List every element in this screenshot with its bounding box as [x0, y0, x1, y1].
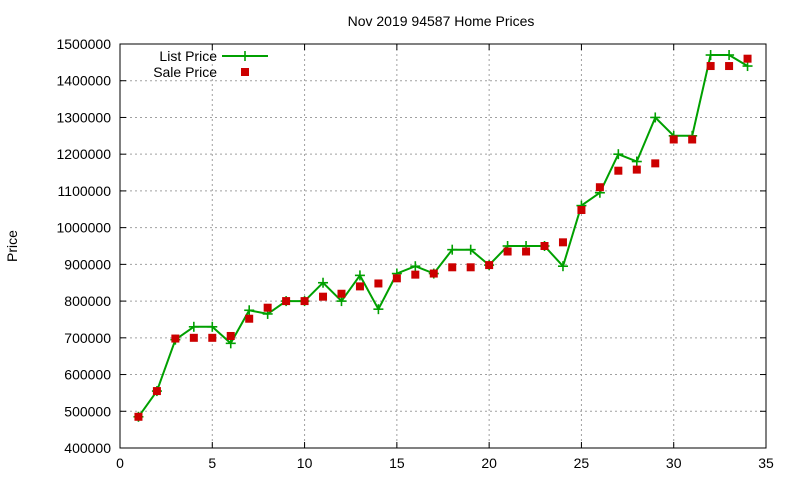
- sale-price-point: [355, 282, 364, 291]
- sale-price-point: [706, 62, 715, 71]
- sale-price-point: [522, 247, 531, 256]
- sale-price-point: [392, 274, 401, 283]
- list-price-point: [207, 321, 218, 332]
- sale-price-point: [669, 135, 678, 144]
- sale-price-point: [614, 166, 623, 175]
- legend-label: List Price: [159, 48, 217, 64]
- list-price-point: [318, 277, 329, 288]
- sale-price-point: [134, 412, 143, 421]
- list-price-point: [354, 270, 365, 281]
- series-marks: [133, 50, 753, 422]
- y-tick-label: 600000: [64, 367, 111, 383]
- sale-price-point: [540, 242, 549, 250]
- list-price-point: [225, 338, 236, 349]
- list-price-point: [631, 156, 642, 167]
- sale-price-point: [226, 331, 235, 340]
- sale-price-point: [282, 297, 291, 306]
- sale-price-series: [134, 54, 752, 421]
- sale-price-point: [319, 292, 328, 301]
- list-price-line: [137, 54, 749, 418]
- chart-title: Nov 2019 94587 Home Prices: [348, 13, 535, 29]
- list-price-point: [650, 112, 661, 123]
- sale-price-point: [651, 159, 660, 168]
- sale-price-point: [152, 387, 161, 396]
- sale-price-point: [725, 62, 734, 71]
- sale-price-point: [300, 297, 309, 306]
- y-tick-label: 1100000: [58, 183, 112, 199]
- sale-price-point: [411, 270, 420, 279]
- x-tick-label: 15: [389, 455, 405, 471]
- sale-price-point: [688, 135, 697, 144]
- sale-price-point: [743, 54, 752, 63]
- sale-price-point: [558, 238, 567, 247]
- y-tick-label: 800000: [64, 293, 111, 309]
- sale-price-point: [595, 183, 604, 192]
- legend-square-marker: [241, 68, 249, 76]
- sale-price-point: [208, 333, 217, 342]
- sale-price-point: [374, 279, 383, 288]
- y-tick-label: 1300000: [56, 109, 111, 125]
- y-tick-label: 500000: [64, 403, 111, 419]
- list-price-point: [244, 305, 255, 316]
- sale-price-point: [171, 334, 180, 343]
- x-tick-label: 0: [116, 455, 124, 471]
- list-price-point: [724, 50, 735, 61]
- x-tick-label: 25: [574, 455, 590, 471]
- list-price-point: [613, 149, 624, 160]
- sale-price-point: [337, 289, 346, 298]
- sale-price-point: [632, 165, 641, 174]
- x-tick-label: 35: [758, 455, 774, 471]
- y-tick-label: 700000: [64, 330, 111, 346]
- list-price-point: [188, 321, 199, 332]
- y-tick-label: 900000: [64, 256, 111, 272]
- list-price-point: [742, 61, 753, 72]
- list-price-point: [705, 50, 716, 61]
- sale-price-point: [245, 314, 254, 323]
- sale-price-point: [189, 333, 198, 342]
- legend-label: Sale Price: [153, 64, 217, 80]
- y-tick-label: 1000000: [56, 220, 111, 236]
- x-tick-label: 10: [297, 455, 313, 471]
- y-tick-label: 1500000: [56, 36, 111, 52]
- y-axis-label: Price: [4, 230, 20, 262]
- x-tick-label: 5: [208, 455, 216, 471]
- y-tick-label: 1200000: [56, 146, 111, 162]
- list-price-point: [373, 304, 384, 315]
- list-price-point: [447, 244, 458, 255]
- legend-plus-marker: [240, 51, 250, 61]
- sale-price-point: [448, 263, 457, 272]
- axis-ticks: 0 5 10 15 20 25 30 35 400000 500000 600000 700000 80…: [56, 36, 774, 471]
- list-price-point: [557, 261, 568, 272]
- sale-price-point: [263, 303, 272, 312]
- x-tick-label: 30: [666, 455, 682, 471]
- list-price-series: [133, 50, 753, 422]
- list-price-point: [336, 296, 347, 307]
- sale-price-point: [429, 269, 438, 278]
- list-price-point: [410, 261, 421, 272]
- y-tick-label: 400000: [64, 440, 111, 456]
- list-price-point: [465, 244, 476, 255]
- x-tick-label: 20: [481, 455, 497, 471]
- grid: [120, 44, 766, 448]
- sale-price-point: [577, 206, 586, 215]
- sale-price-point: [485, 261, 494, 270]
- plot-area-border: [119, 43, 767, 449]
- y-tick-label: 1400000: [56, 73, 111, 89]
- sale-price-point: [466, 263, 475, 272]
- sale-price-point: [503, 247, 512, 256]
